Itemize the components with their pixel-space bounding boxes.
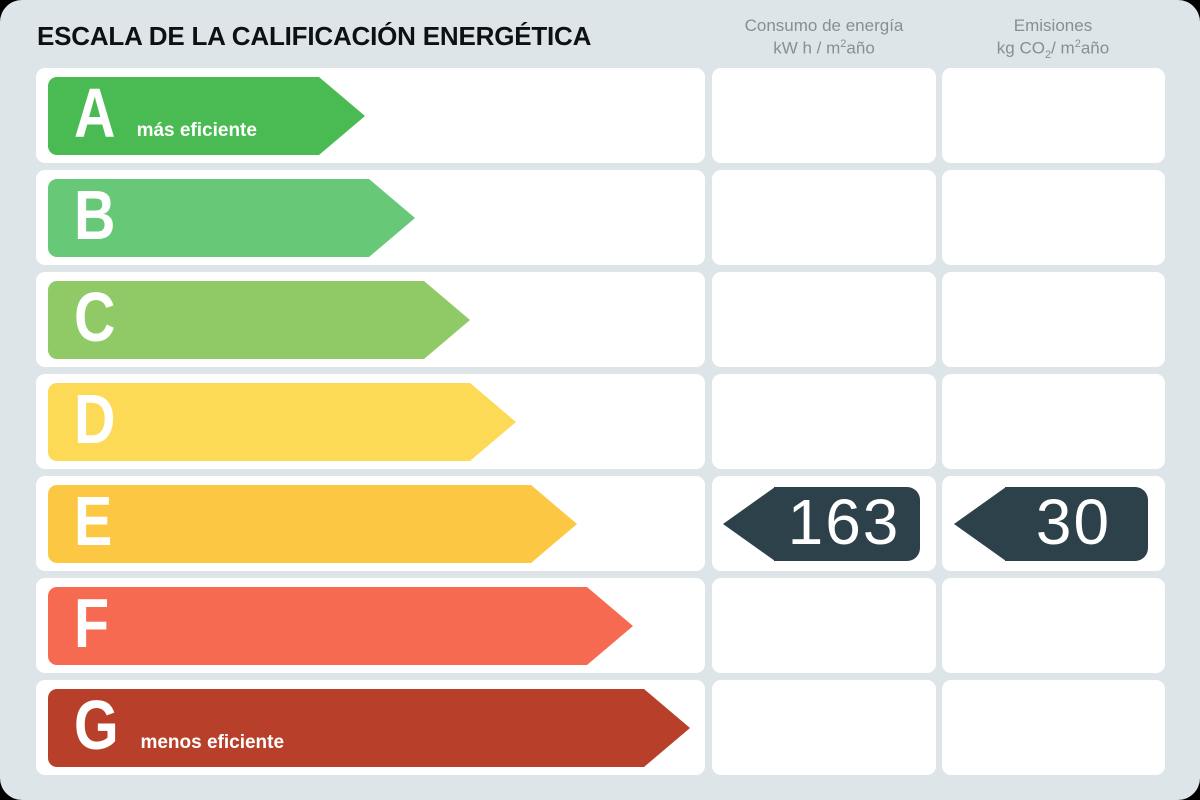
rating-cell-f: F	[36, 578, 705, 673]
rating-bar-d: D	[48, 379, 516, 461]
consumption-cell-f	[712, 578, 936, 673]
rating-letter-c: C	[74, 277, 116, 356]
emissions-cell-b	[942, 170, 1165, 265]
rating-letter-a: A	[74, 73, 116, 152]
consumption-header-title: Consumo de energía	[744, 16, 904, 35]
rating-cell-d: D	[36, 374, 705, 469]
rating-letter-b: B	[74, 175, 116, 254]
rating-row-c: C	[36, 272, 1165, 367]
rating-bar-a: A más eficiente	[48, 73, 365, 155]
emissions-header-title: Emisiones	[1013, 16, 1093, 35]
emissions-value: 30	[1005, 486, 1148, 561]
emissions-cell-a	[942, 68, 1165, 163]
rating-rows: A más eficiente B C	[36, 68, 1165, 775]
rating-bar-c: C	[48, 277, 470, 359]
bar-arrow-tip-icon	[587, 586, 633, 665]
rating-cell-e: E	[36, 476, 705, 571]
rating-row-a: A más eficiente	[36, 68, 1165, 163]
tag-arrow-icon	[723, 486, 775, 561]
consumption-cell-b	[712, 170, 936, 265]
consumption-value: 163	[774, 486, 920, 561]
bar-arrow-tip-icon	[470, 382, 516, 461]
consumption-cell-c	[712, 272, 936, 367]
rating-cell-g: G menos eficiente	[36, 680, 705, 775]
rating-bar-b: B	[48, 175, 415, 257]
consumption-column-header: Consumo de energía kW h / m2año	[706, 15, 942, 61]
least-efficient-label: menos eficiente	[140, 731, 285, 753]
rating-bar-g: G menos eficiente	[48, 685, 690, 767]
rating-row-f: F	[36, 578, 1165, 673]
consumption-cell-a	[712, 68, 936, 163]
rating-bar-f: F	[48, 583, 633, 665]
bar-arrow-tip-icon	[644, 688, 690, 767]
rating-row-e: E 163 30	[36, 476, 1165, 571]
emissions-value-tag: 30	[954, 486, 1148, 561]
consumption-cell-d	[712, 374, 936, 469]
bar-arrow-tip-icon	[319, 76, 365, 155]
consumption-cell-e: 163	[712, 476, 936, 571]
bar-arrow-tip-icon	[369, 178, 415, 257]
most-efficient-label: más eficiente	[136, 119, 257, 141]
rating-row-g: G menos eficiente	[36, 680, 1165, 775]
rating-letter-f: F	[74, 583, 110, 662]
emissions-header-unit: kg CO2/ m2año	[996, 38, 1110, 62]
emissions-column-header: Emisiones kg CO2/ m2año	[936, 15, 1170, 63]
consumption-header-unit: kW h / m2año	[773, 38, 875, 59]
emissions-cell-c	[942, 272, 1165, 367]
bar-arrow-tip-icon	[424, 280, 470, 359]
rating-row-b: B	[36, 170, 1165, 265]
emissions-cell-e: 30	[942, 476, 1165, 571]
rating-bar-e: E	[48, 481, 577, 563]
tag-arrow-icon	[954, 486, 1006, 561]
bar-arrow-tip-icon	[531, 484, 577, 563]
rating-cell-c: C	[36, 272, 705, 367]
rating-letter-d: D	[74, 379, 116, 458]
emissions-cell-d	[942, 374, 1165, 469]
rating-cell-b: B	[36, 170, 705, 265]
consumption-cell-g	[712, 680, 936, 775]
rating-letter-e: E	[74, 481, 113, 560]
page-title: ESCALA DE LA CALIFICACIÓN ENERGÉTICA	[37, 21, 592, 51]
emissions-cell-g	[942, 680, 1165, 775]
rating-row-d: D	[36, 374, 1165, 469]
rating-letter-g: G	[74, 685, 119, 764]
consumption-value-tag: 163	[723, 486, 920, 561]
emissions-cell-f	[942, 578, 1165, 673]
rating-cell-a: A más eficiente	[36, 68, 705, 163]
